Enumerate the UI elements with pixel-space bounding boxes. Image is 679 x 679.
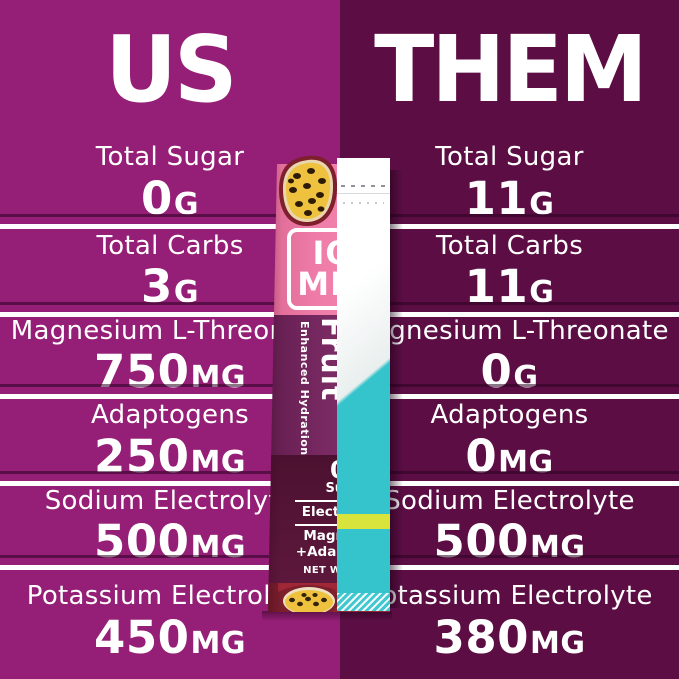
stat-row-sodium: Sodium Electrolyte 500 MG [340, 486, 679, 565]
packet-shadow [262, 611, 392, 621]
stat-unit: MG [190, 530, 246, 566]
stat-label: Sodium Electrolyte [44, 485, 296, 516]
stat-label: Adaptogens [430, 400, 589, 431]
packet-back-strip [337, 158, 390, 611]
passion-fruit-icon [279, 155, 338, 226]
stat-row-total-sugar: Total Sugar 11 G [340, 140, 679, 224]
them-title: THEM [374, 16, 648, 123]
stat-row-adaptogens: Adaptogens 0 MG [340, 399, 679, 481]
stat-label: Sodium Electrolyte [384, 485, 635, 516]
stat-value: 250 MG [94, 434, 246, 479]
stat-number: 500 [94, 515, 190, 569]
stat-label: Total Sugar [435, 142, 584, 173]
stat-number: 450 [94, 610, 190, 664]
stat-label: Total Sugar [95, 142, 245, 173]
crimp-seal-dots [343, 202, 384, 204]
stat-unit: MG [529, 625, 586, 661]
stat-label: Total Carbs [435, 230, 584, 261]
stat-label: Total Carbs [96, 230, 244, 261]
stat-value: 500 MG [94, 519, 246, 564]
packet-subtitle: Enhanced Hydration Mix [298, 321, 311, 484]
stat-unit: G [529, 186, 555, 222]
stat-label: Magnesium L-Threonate [350, 315, 669, 346]
stat-unit: MG [190, 625, 246, 661]
stat-number: 0 [465, 429, 498, 483]
stat-number: 3 [141, 260, 173, 314]
yellow-stripe [337, 514, 390, 529]
stat-unit: G [173, 186, 199, 222]
us-title: US [105, 16, 237, 123]
stat-unit: MG [190, 444, 246, 480]
stat-value: 11 G [465, 176, 555, 221]
stat-unit: G [513, 360, 539, 396]
stat-value: 11 G [465, 264, 555, 309]
stat-row-potassium: Potassium Electrolyte 450 MG [0, 570, 340, 674]
packet-shadow [390, 170, 403, 608]
stat-value: 750 MG [94, 349, 246, 394]
crimp-seal-bottom [337, 593, 390, 611]
stat-row-potassium: Potassium Electrolyte 380 MG [340, 570, 679, 674]
stat-value: 0 MG [465, 434, 553, 479]
stat-row-total-carbs: Total Carbs 11 G [340, 229, 679, 312]
stat-label: Adaptogens [91, 400, 249, 431]
them-column: THEM Total Sugar 11 G Total Carbs 11 G Mag… [340, 0, 679, 679]
passion-fruit-icon [278, 583, 340, 612]
stat-value: 380 MG [434, 615, 586, 660]
stat-value: 450 MG [94, 615, 246, 660]
stat-number: 500 [433, 515, 529, 569]
stat-number: 11 [464, 260, 529, 314]
stat-unit: G [529, 275, 555, 311]
crimp-seal-marks [341, 185, 386, 187]
stat-unit: MG [529, 530, 586, 566]
crimp-seal-crease [337, 193, 390, 194]
stat-number: 250 [94, 429, 190, 483]
stat-label: Potassium Electrolyte [26, 581, 314, 611]
product-packet: IQ MIX Enhanced Hydration Mix Fruit 0g S… [252, 152, 390, 612]
stat-number: 0 [141, 171, 173, 225]
stat-unit: MG [498, 444, 554, 480]
stat-number: 11 [464, 171, 529, 225]
stat-number: 750 [94, 345, 190, 399]
stat-unit: G [173, 275, 199, 311]
stat-number: 380 [433, 610, 529, 664]
stat-value: 500 MG [434, 519, 586, 564]
stat-number: 0 [480, 345, 513, 399]
stat-unit: MG [190, 360, 246, 396]
stat-label: Potassium Electrolyte [366, 581, 653, 611]
